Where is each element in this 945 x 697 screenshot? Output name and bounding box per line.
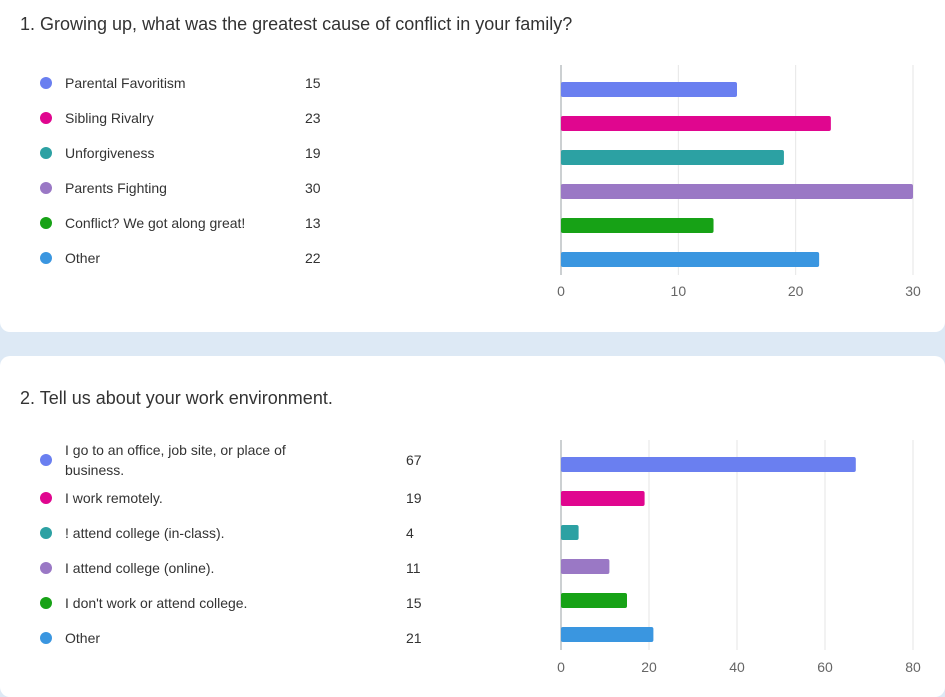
legend-label: ! attend college (in-class). bbox=[65, 525, 225, 541]
legend-count: 22 bbox=[305, 250, 321, 266]
bar[interactable] bbox=[561, 218, 714, 233]
bar-chart-question-2: 0 20 40 60 80 bbox=[557, 440, 921, 675]
legend-item: Other 21 bbox=[40, 630, 476, 646]
legend-label: I go to an office, job site, or place of… bbox=[65, 442, 286, 478]
bar[interactable] bbox=[561, 82, 737, 97]
bar-chart-question-1: 0 10 20 30 bbox=[557, 65, 921, 299]
legend-item: I attend college (online). 11 bbox=[40, 560, 476, 576]
legend-color-dot bbox=[40, 182, 52, 194]
legend-color-dot bbox=[40, 252, 52, 264]
x-tick-label: 60 bbox=[817, 659, 833, 675]
legend-item: Parents Fighting 30 bbox=[40, 180, 375, 196]
legend-color-dot bbox=[40, 597, 52, 609]
bar[interactable] bbox=[561, 525, 579, 540]
bar[interactable] bbox=[561, 559, 610, 574]
legend-count: 19 bbox=[305, 145, 321, 161]
legend-count: 15 bbox=[406, 595, 422, 611]
legend-label: Parental Favoritism bbox=[65, 75, 186, 91]
bar[interactable] bbox=[561, 457, 856, 472]
legend-label: Unforgiveness bbox=[65, 145, 155, 161]
bar[interactable] bbox=[561, 593, 627, 608]
legend-label: I work remotely. bbox=[65, 490, 163, 506]
legend-item: Other 22 bbox=[40, 250, 375, 266]
x-tick-label: 20 bbox=[641, 659, 657, 675]
bar[interactable] bbox=[561, 184, 913, 199]
bar[interactable] bbox=[561, 627, 654, 642]
legend-count: 30 bbox=[305, 180, 321, 196]
x-tick-label: 30 bbox=[905, 283, 921, 299]
x-tick-label: 20 bbox=[788, 283, 804, 299]
x-tick-label: 0 bbox=[557, 283, 565, 299]
legend-color-dot bbox=[40, 632, 52, 644]
legend-color-dot bbox=[40, 217, 52, 229]
legend-color-dot bbox=[40, 562, 52, 574]
legend-count: 13 bbox=[305, 215, 321, 231]
question-card-1: 1. Growing up, what was the greatest cau… bbox=[0, 0, 945, 332]
question-title: 1. Growing up, what was the greatest cau… bbox=[20, 14, 573, 34]
legend-item: I work remotely. 19 bbox=[40, 490, 476, 506]
legend-item: Sibling Rivalry 23 bbox=[40, 110, 375, 126]
question-card-2: 2. Tell us about your work environment. bbox=[0, 356, 945, 697]
legend-count: 15 bbox=[305, 75, 321, 91]
x-tick-label: 0 bbox=[557, 659, 565, 675]
legend-label: I don't work or attend college. bbox=[65, 595, 248, 611]
question-title: 2. Tell us about your work environment. bbox=[20, 388, 333, 408]
legend-color-dot bbox=[40, 77, 52, 89]
bar[interactable] bbox=[561, 491, 645, 506]
bar[interactable] bbox=[561, 252, 820, 267]
legend-count: 11 bbox=[406, 560, 421, 576]
legend-label: Other bbox=[65, 630, 101, 646]
bar[interactable] bbox=[561, 116, 831, 131]
legend-item: ! attend college (in-class). 4 bbox=[40, 525, 476, 541]
legend-color-dot bbox=[40, 492, 52, 504]
legend-color-dot bbox=[40, 112, 52, 124]
legend-item: Unforgiveness 19 bbox=[40, 145, 375, 161]
legend-label: Sibling Rivalry bbox=[65, 110, 154, 126]
x-tick-label: 10 bbox=[671, 283, 687, 299]
legend-label: Parents Fighting bbox=[65, 180, 167, 196]
legend-label: Other bbox=[65, 250, 101, 266]
legend-item: I go to an office, job site, or place of… bbox=[40, 442, 476, 478]
legend-label: I attend college (online). bbox=[65, 560, 215, 576]
legend-count: 19 bbox=[406, 490, 422, 506]
legend-count: 23 bbox=[305, 110, 321, 126]
legend-label: Conflict? We got along great! bbox=[65, 215, 246, 231]
legend-item: Parental Favoritism 15 bbox=[40, 75, 375, 91]
legend-color-dot bbox=[40, 527, 52, 539]
legend-item: Conflict? We got along great! 13 bbox=[40, 215, 375, 231]
x-tick-label: 40 bbox=[729, 659, 745, 675]
legend-count: 4 bbox=[406, 525, 414, 541]
legend-count: 21 bbox=[406, 630, 422, 646]
legend-item: I don't work or attend college. 15 bbox=[40, 595, 476, 611]
x-tick-label: 80 bbox=[905, 659, 921, 675]
bar[interactable] bbox=[561, 150, 784, 165]
legend-color-dot bbox=[40, 147, 52, 159]
legend-count: 67 bbox=[406, 452, 422, 468]
legend-color-dot bbox=[40, 454, 52, 466]
